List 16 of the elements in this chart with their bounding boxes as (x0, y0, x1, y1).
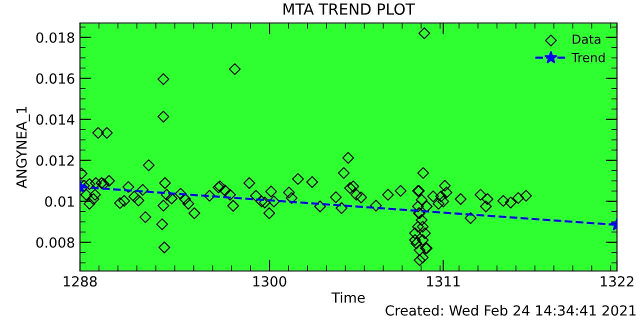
legend-label: Trend (572, 52, 605, 62)
y-tick-label: 0.018 (36, 32, 74, 43)
y-tick-label: 0.012 (36, 155, 74, 166)
text: Created: Wed Feb 24 14:34:41 2021 (386, 304, 636, 316)
x-tick-label: 1288 (64, 276, 97, 287)
y-tick-label: 0.01 (45, 196, 74, 207)
chart-title: MTA TREND PLOT (284, 3, 415, 15)
x-tick-label: 1311 (427, 276, 460, 287)
y-axis-title: ANGYNEA_1 (16, 106, 30, 188)
y-tick-label: 0.008 (36, 237, 74, 248)
legend-label: Data (572, 34, 600, 44)
x-tick-label: 1300 (253, 276, 286, 287)
y-tick-label: 0.016 (36, 73, 74, 84)
x-tick-label: 1322 (600, 276, 634, 287)
x-axis-title: Time (331, 292, 365, 303)
y-tick-label: 0.014 (36, 114, 74, 125)
